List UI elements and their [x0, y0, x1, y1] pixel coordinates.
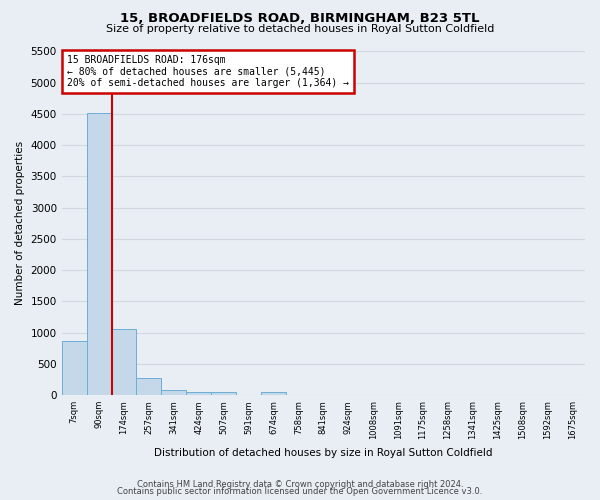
Bar [161, 390, 186, 395]
Text: 15, BROADFIELDS ROAD, BIRMINGHAM, B23 5TL: 15, BROADFIELDS ROAD, BIRMINGHAM, B23 5T… [120, 12, 480, 26]
Bar [86, 112, 112, 395]
Bar [211, 392, 236, 395]
Text: Contains public sector information licensed under the Open Government Licence v3: Contains public sector information licen… [118, 487, 482, 496]
Text: 15 BROADFIELDS ROAD: 176sqm
← 80% of detached houses are smaller (5,445)
20% of : 15 BROADFIELDS ROAD: 176sqm ← 80% of det… [67, 55, 349, 88]
Bar [62, 341, 86, 395]
Bar [261, 392, 286, 395]
Text: Size of property relative to detached houses in Royal Sutton Coldfield: Size of property relative to detached ho… [106, 24, 494, 34]
X-axis label: Distribution of detached houses by size in Royal Sutton Coldfield: Distribution of detached houses by size … [154, 448, 493, 458]
Y-axis label: Number of detached properties: Number of detached properties [15, 142, 25, 306]
Bar [112, 329, 136, 395]
Bar [186, 392, 211, 395]
Bar [136, 378, 161, 395]
Text: Contains HM Land Registry data © Crown copyright and database right 2024.: Contains HM Land Registry data © Crown c… [137, 480, 463, 489]
